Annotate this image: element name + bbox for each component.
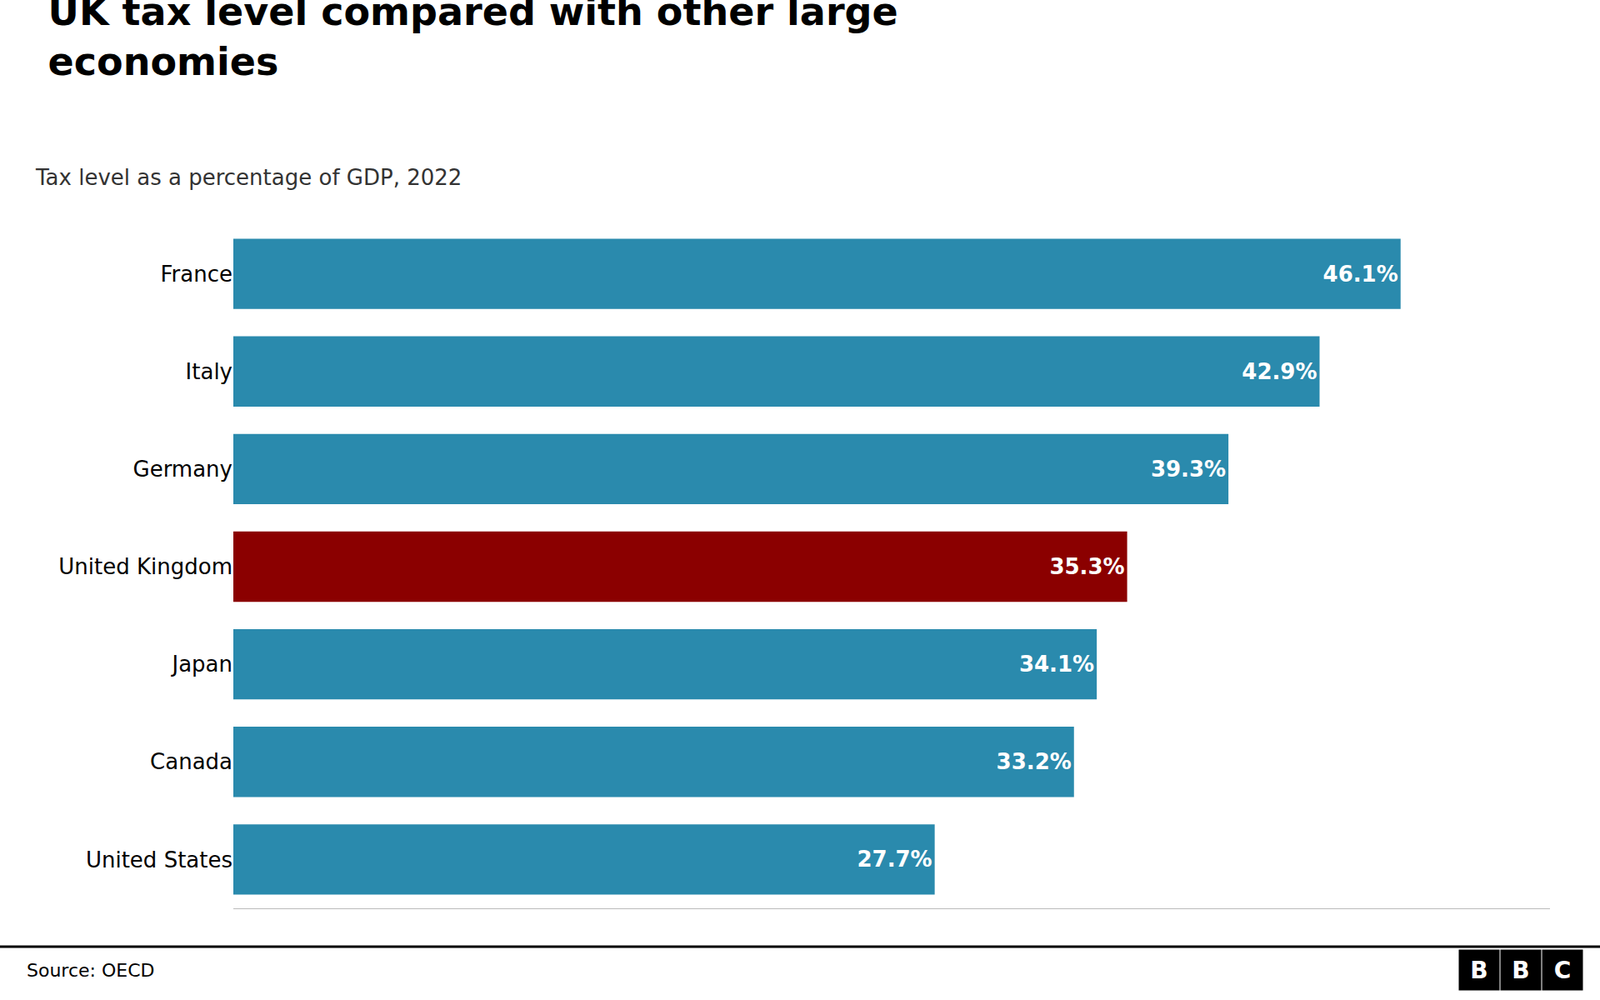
svg-text:34.1%: 34.1% (1019, 651, 1095, 677)
svg-text:France: France (160, 261, 233, 287)
svg-text:Germany: Germany (132, 456, 233, 482)
svg-text:Tax level as a percentage of G: Tax level as a percentage of GDP, 2022 (35, 165, 462, 190)
svg-text:Source: OECD: Source: OECD (26, 960, 155, 981)
svg-text:46.1%: 46.1% (1323, 261, 1399, 287)
svg-text:39.3%: 39.3% (1150, 456, 1226, 482)
svg-text:B: B (1470, 956, 1488, 985)
svg-text:42.9%: 42.9% (1241, 359, 1317, 385)
svg-text:27.7%: 27.7% (856, 846, 932, 872)
svg-text:35.3%: 35.3% (1049, 554, 1125, 580)
svg-text:United States: United States (85, 847, 233, 873)
svg-text:UK tax level compared with oth: UK tax level compared with other largeec… (48, 0, 899, 85)
svg-text:B: B (1511, 956, 1530, 985)
svg-text:United Kingdom: United Kingdom (58, 554, 233, 580)
svg-text:Italy: Italy (185, 359, 233, 385)
svg-text:Japan: Japan (170, 651, 233, 677)
svg-text:Canada: Canada (150, 749, 233, 775)
svg-text:33.2%: 33.2% (996, 749, 1072, 775)
svg-text:C: C (1554, 956, 1572, 985)
